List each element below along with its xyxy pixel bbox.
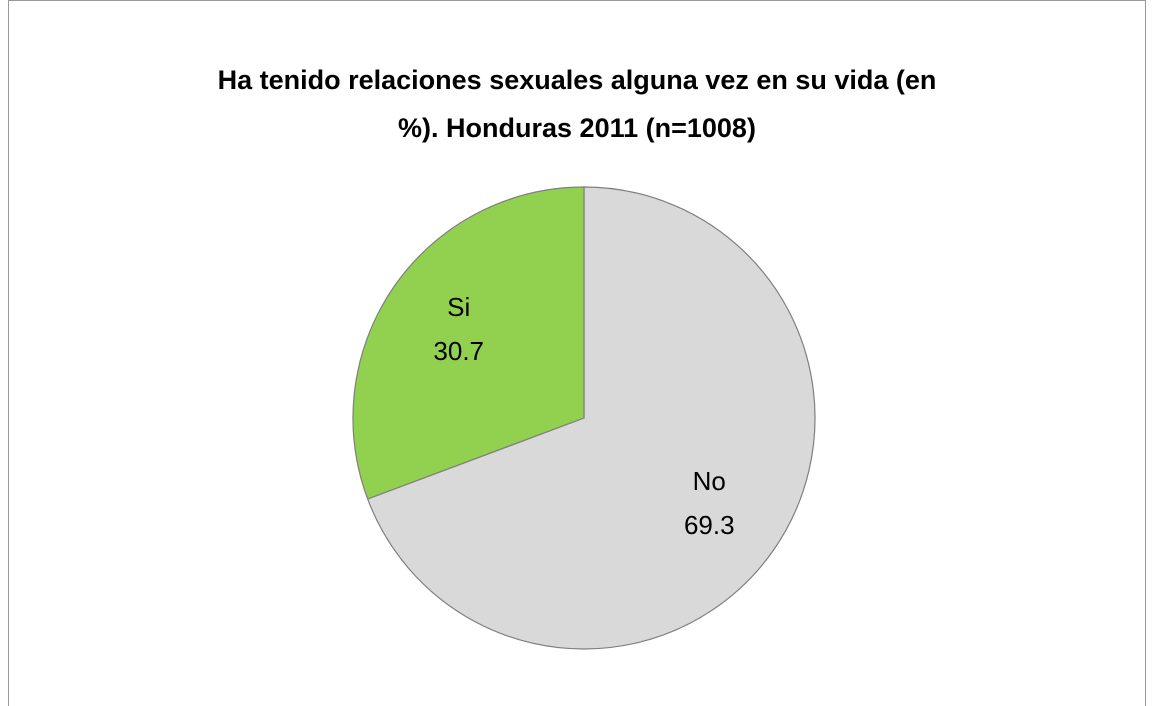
pie-slice	[366, 186, 816, 650]
slice-value-label: 30.7	[433, 336, 484, 366]
chart-title: Ha tenido relaciones sexuales alguna vez…	[218, 65, 937, 95]
slice-category-label: Si	[447, 292, 470, 322]
slice-value-label: 69.3	[684, 510, 735, 540]
slice-category-label: No	[693, 466, 726, 496]
chart-title: %). Honduras 2011 (n=1008)	[398, 113, 756, 143]
pie-slice	[352, 186, 585, 500]
